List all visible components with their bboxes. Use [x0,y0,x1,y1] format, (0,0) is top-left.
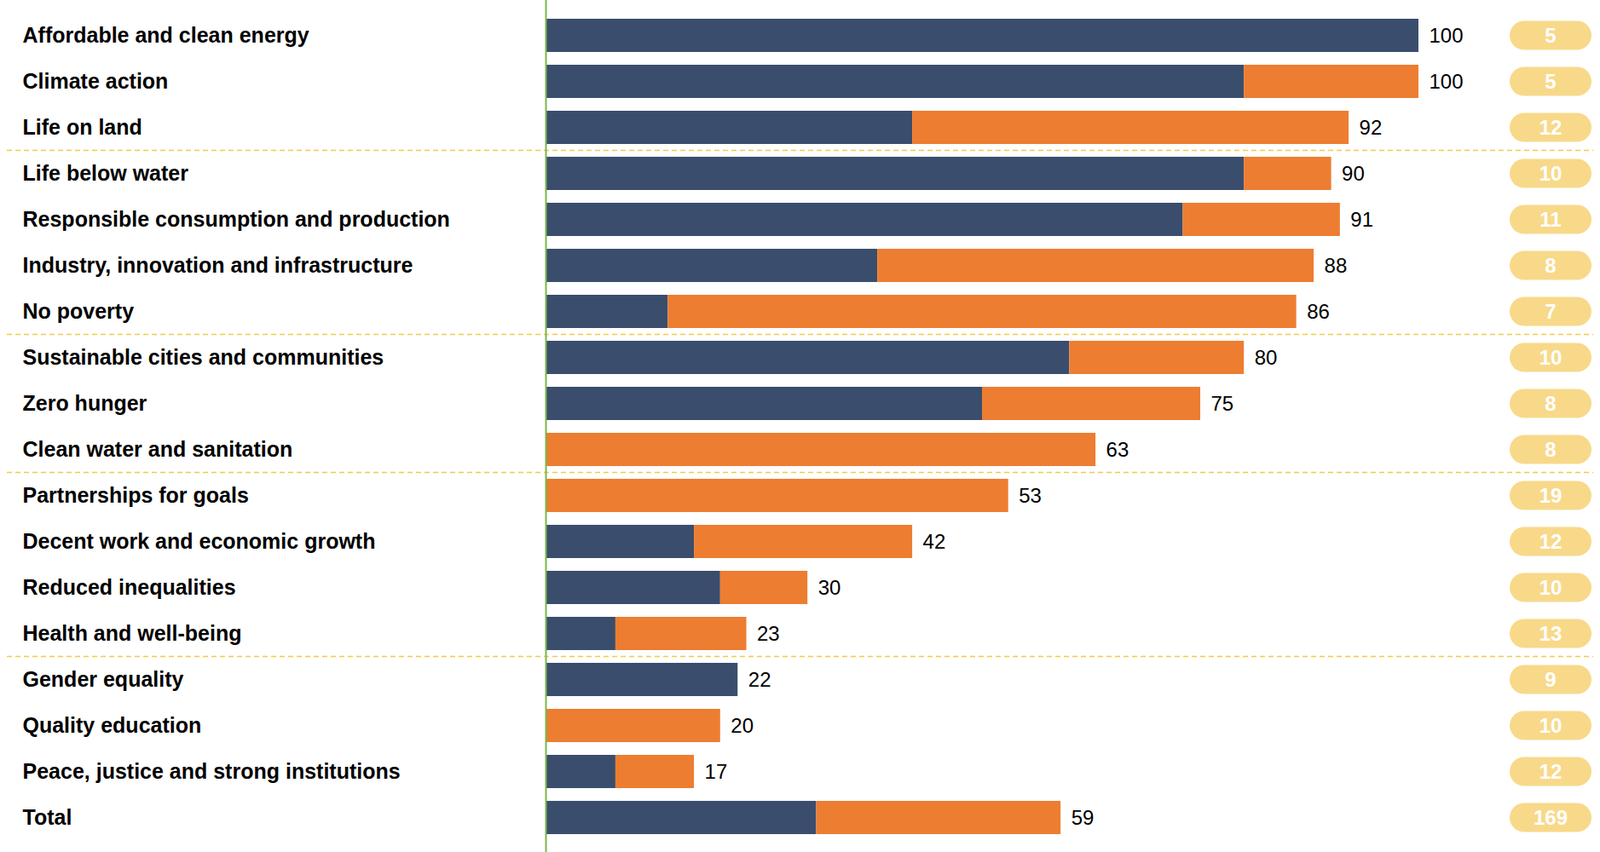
svg-text:Quality education: Quality education [23,713,203,738]
svg-text:8: 8 [1544,392,1556,416]
svg-text:86: 86 [1306,300,1330,324]
svg-text:Partnerships for goals: Partnerships for goals [23,483,249,508]
svg-text:19: 19 [1539,484,1563,508]
svg-text:20: 20 [730,714,754,738]
svg-text:10: 10 [1539,576,1563,600]
svg-text:Peace, justice and strong inst: Peace, justice and strong institutions [23,759,401,784]
svg-text:13: 13 [1539,622,1563,646]
svg-text:169: 169 [1533,806,1568,830]
svg-text:8: 8 [1544,254,1556,278]
svg-text:88: 88 [1324,254,1348,278]
svg-text:10: 10 [1539,714,1563,738]
svg-text:100: 100 [1429,23,1464,47]
svg-text:17: 17 [704,760,728,784]
svg-text:Life below water: Life below water [23,161,190,185]
svg-text:Gender equality: Gender equality [23,667,185,692]
svg-text:Climate action: Climate action [23,69,169,93]
svg-text:Industry, innovation and infra: Industry, innovation and infrastructure [23,253,414,278]
svg-text:9: 9 [1544,668,1556,692]
svg-text:23: 23 [756,622,780,646]
svg-text:11: 11 [1539,207,1561,232]
svg-text:5: 5 [1544,69,1556,93]
svg-text:Affordable and clean energy: Affordable and clean energy [23,23,310,47]
svg-text:Zero hunger: Zero hunger [23,391,148,416]
svg-text:8: 8 [1544,438,1556,462]
svg-text:91: 91 [1350,207,1374,232]
svg-text:63: 63 [1106,438,1130,462]
svg-text:7: 7 [1544,300,1556,324]
svg-text:42: 42 [923,530,947,554]
svg-text:Decent work and economic growt: Decent work and economic growth [23,529,376,554]
svg-text:Health and well-being: Health and well-being [23,621,243,646]
svg-text:10: 10 [1539,346,1563,370]
svg-text:Sustainable cities and communi: Sustainable cities and communities [23,345,385,370]
svg-text:12: 12 [1539,760,1563,784]
svg-text:Reduced inequalities: Reduced inequalities [23,575,237,600]
svg-text:59: 59 [1071,806,1095,830]
svg-text:No poverty: No poverty [23,299,135,324]
svg-text:12: 12 [1539,530,1563,554]
svg-text:75: 75 [1211,392,1235,416]
svg-text:80: 80 [1254,346,1278,370]
svg-text:100: 100 [1429,69,1464,93]
svg-text:Clean water and sanitation: Clean water and sanitation [23,437,294,462]
svg-text:53: 53 [1018,484,1042,508]
svg-text:30: 30 [818,576,842,600]
svg-text:Responsible consumption and pr: Responsible consumption and production [23,207,451,232]
svg-text:12: 12 [1539,115,1563,139]
svg-text:90: 90 [1341,161,1365,185]
svg-text:Life on land: Life on land [23,115,143,139]
svg-text:5: 5 [1544,23,1556,47]
svg-text:22: 22 [748,668,772,692]
svg-text:10: 10 [1539,161,1563,185]
svg-text:Total: Total [23,805,73,830]
svg-text:92: 92 [1359,115,1383,139]
